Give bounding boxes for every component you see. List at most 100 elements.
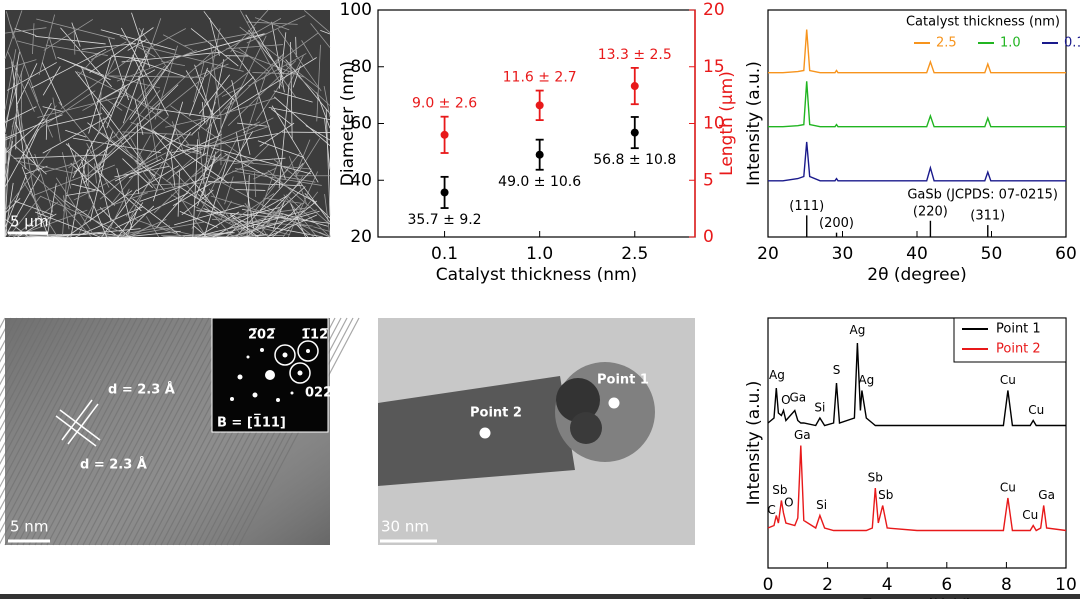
nanowire [93,150,113,171]
nanowire [53,195,92,238]
scale-bar-label: 30 nm [381,518,429,536]
nanowire [197,194,223,213]
nanowire [81,43,136,50]
nanowire [259,122,295,147]
value-label: 49.0 ± 10.6 [498,174,581,190]
nanowire [239,26,256,70]
nanowire [189,67,208,117]
nanowire [122,158,153,189]
fft-spot [260,348,264,352]
fft-spot [282,352,288,358]
nanowire [136,65,166,101]
nanowire [246,174,250,238]
nanowire [287,171,319,238]
nanowire [42,106,63,113]
nanowire [4,182,14,238]
peak-label: O [784,496,793,510]
peak-label: Sb [878,488,893,502]
nanowire [103,56,117,83]
nanowire [183,31,258,47]
nanowire [152,126,177,202]
nanowire [55,177,94,235]
nanowire [122,55,148,124]
nanowire [130,178,151,219]
spectrum-line [767,445,1067,532]
fringe-mark [67,403,99,445]
nanowire [254,17,290,31]
lattice-fringe [0,317,120,545]
x-tick-label: 4 [882,575,893,595]
point-marker [479,427,491,439]
peak-label: Ag [849,323,865,337]
peak-label: Ga [794,428,811,442]
nanowire [43,162,78,173]
nanowire [75,71,112,117]
nanowire [66,190,133,238]
legend-label: 0.1 [1064,36,1080,51]
peak-label: Si [814,401,825,415]
nanowire [105,188,130,238]
nanowire [29,105,57,143]
fft-spot [306,349,310,353]
nanowire [41,62,63,106]
lattice-fringe [100,317,222,546]
x-tick-label: 8 [1001,575,1012,595]
nanowire [240,75,266,152]
nanowire [295,36,297,58]
lattice-fringe [0,317,102,511]
lattice-fringe [0,317,90,488]
data-point [535,101,544,110]
lattice-fringe [0,317,42,397]
nanowire [174,204,245,226]
reference-label: (311) [970,209,1005,224]
nanowire [116,101,151,122]
nanowire [267,169,330,225]
nanowire [323,85,331,118]
nanowire [285,64,331,106]
nanowire [152,116,169,131]
zone-axis: B = [1̅11] [217,415,286,430]
nanowire [301,40,314,59]
fft-spot [276,398,280,402]
nanowire [197,157,216,207]
nanowire [106,28,144,129]
nanowire [208,188,243,238]
nanowire [253,172,257,198]
nanowire [139,176,208,202]
nanowire [163,34,194,51]
lattice-fringe [52,317,174,546]
nanowire [254,226,291,236]
nanowire [127,216,186,238]
nanowire [192,125,271,153]
nanowire [221,131,254,182]
y2-tick-label: 20 [703,0,725,20]
x-axis-title: Energy (KeV) [862,596,973,599]
nanowire [115,192,188,229]
nanowire [60,56,133,109]
fft-spot [290,391,294,395]
nanowire [33,174,86,196]
nanowire [262,52,285,80]
nanowire [278,83,290,189]
nanowire [223,35,267,124]
nanowire [190,28,239,67]
nanowire [181,189,214,216]
nanowire [46,183,57,238]
nanowire [113,65,168,138]
nanowire [17,63,38,105]
nanowire [226,44,284,50]
image-label: Point 1 [597,373,649,388]
lattice-fringe [70,317,192,546]
nanowire [4,59,37,70]
lattice-fringe [46,317,168,546]
spectrum-line [768,29,1066,74]
nanowire [177,170,180,217]
nanowire [202,124,212,183]
peak-label: C [767,503,775,517]
value-label: 56.8 ± 10.8 [593,152,676,168]
tem-wire [378,376,575,486]
lattice-fringe [106,317,228,546]
y2-tick-label: 0 [703,227,714,247]
peak-label: Cu [1000,481,1016,495]
nanowire [129,57,186,78]
